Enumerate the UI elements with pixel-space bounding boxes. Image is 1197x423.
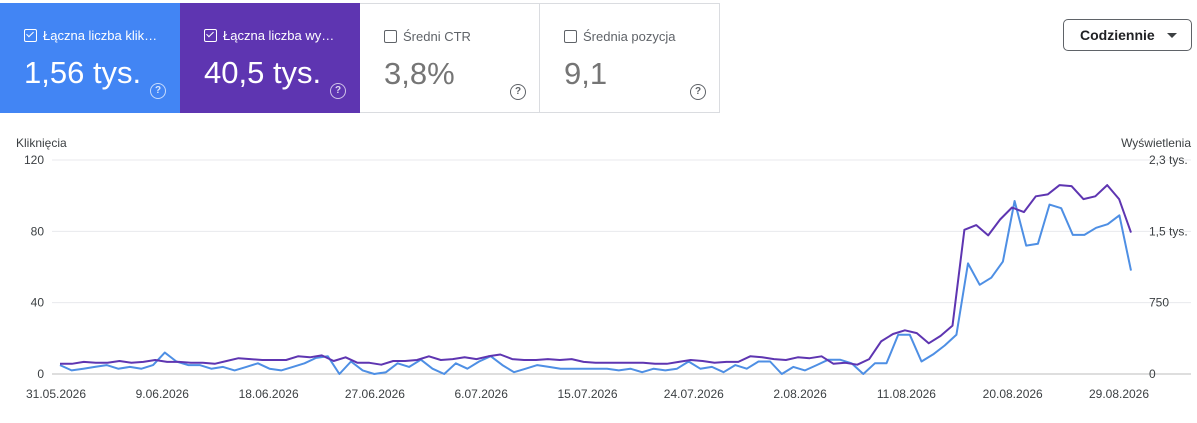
right-tick-label: 2,3 tys. (1149, 153, 1188, 167)
metric-cards: Łączna liczba kliknięć 1,56 tys. ? Łączn… (0, 3, 720, 113)
granularity-dropdown[interactable]: Codziennie (1063, 19, 1192, 51)
granularity-dropdown-label: Codziennie (1080, 27, 1155, 43)
x-tick-label: 6.07.2026 (455, 387, 509, 401)
chart-series (59, 184, 1132, 375)
help-icon[interactable]: ? (330, 83, 346, 99)
metric-card-ctr[interactable]: Średni CTR 3,8% ? (360, 3, 540, 113)
checkbox-icon[interactable] (204, 29, 217, 42)
checkbox-icon[interactable] (24, 29, 37, 42)
metric-card-position[interactable]: Średnia pozycja 9,1 ? (540, 3, 720, 113)
performance-chart: Kliknięcia Wyświetlenia 120 80 40 0 2,3 tys… (16, 136, 1191, 401)
x-tick-label: 31.05.2026 (26, 387, 86, 401)
metric-card-impressions[interactable]: Łączna liczba wyświetleń 40,5 tys. ? (180, 3, 360, 113)
metric-card-header: Średnia pozycja (564, 29, 676, 44)
metric-value: 40,5 tys. (204, 55, 322, 90)
help-icon[interactable]: ? (690, 84, 706, 100)
x-tick-label: 2.08.2026 (773, 387, 827, 401)
right-axis-ticks: 2,3 tys. 1,5 tys. 750 0 (1149, 153, 1188, 381)
metric-label: Łączna liczba wyświetleń (223, 28, 340, 43)
series-line-impressions (60, 184, 1132, 366)
x-tick-label: 29.08.2026 (1089, 387, 1149, 401)
help-icon[interactable]: ? (510, 84, 526, 100)
checkbox-icon[interactable] (564, 30, 577, 43)
x-tick-label: 24.07.2026 (664, 387, 724, 401)
metric-label: Średni CTR (403, 29, 471, 44)
metric-label: Średnia pozycja (583, 29, 676, 44)
series-line-clicks (59, 200, 1132, 375)
x-tick-label: 11.08.2026 (877, 387, 936, 401)
metric-value: 1,56 tys. (24, 55, 142, 90)
left-axis-ticks: 120 80 40 0 (24, 153, 44, 381)
x-tick-label: 9.06.2026 (136, 387, 190, 401)
x-tick-label: 27.06.2026 (345, 387, 405, 401)
left-tick-label: 120 (24, 153, 44, 167)
x-axis-ticks: 31.05.2026 9.06.2026 18.06.2026 27.06.2026 6… (26, 387, 1149, 401)
metric-value: 3,8% (384, 56, 455, 91)
right-tick-label: 0 (1149, 367, 1156, 381)
chart-grid (52, 159, 1191, 375)
metric-label: Łączna liczba kliknięć (43, 28, 160, 43)
left-axis-label: Kliknięcia (16, 136, 67, 150)
x-tick-label: 20.08.2026 (983, 387, 1043, 401)
help-icon[interactable]: ? (150, 83, 166, 99)
x-tick-label: 18.06.2026 (239, 387, 299, 401)
metric-card-header: Łączna liczba wyświetleń (204, 28, 340, 43)
right-tick-label: 1,5 tys. (1149, 224, 1188, 238)
x-tick-label: 15.07.2026 (557, 387, 617, 401)
left-tick-label: 0 (37, 367, 44, 381)
checkbox-icon[interactable] (384, 30, 397, 43)
metric-card-header: Średni CTR (384, 29, 471, 44)
left-tick-label: 40 (31, 296, 45, 310)
metric-card-clicks[interactable]: Łączna liczba kliknięć 1,56 tys. ? (0, 3, 180, 113)
metric-card-header: Łączna liczba kliknięć (24, 28, 160, 43)
metric-value: 9,1 (564, 56, 608, 91)
right-axis-label: Wyświetlenia (1121, 136, 1191, 150)
left-tick-label: 80 (31, 224, 45, 238)
right-tick-label: 750 (1149, 296, 1169, 310)
caret-down-icon (1167, 33, 1177, 38)
